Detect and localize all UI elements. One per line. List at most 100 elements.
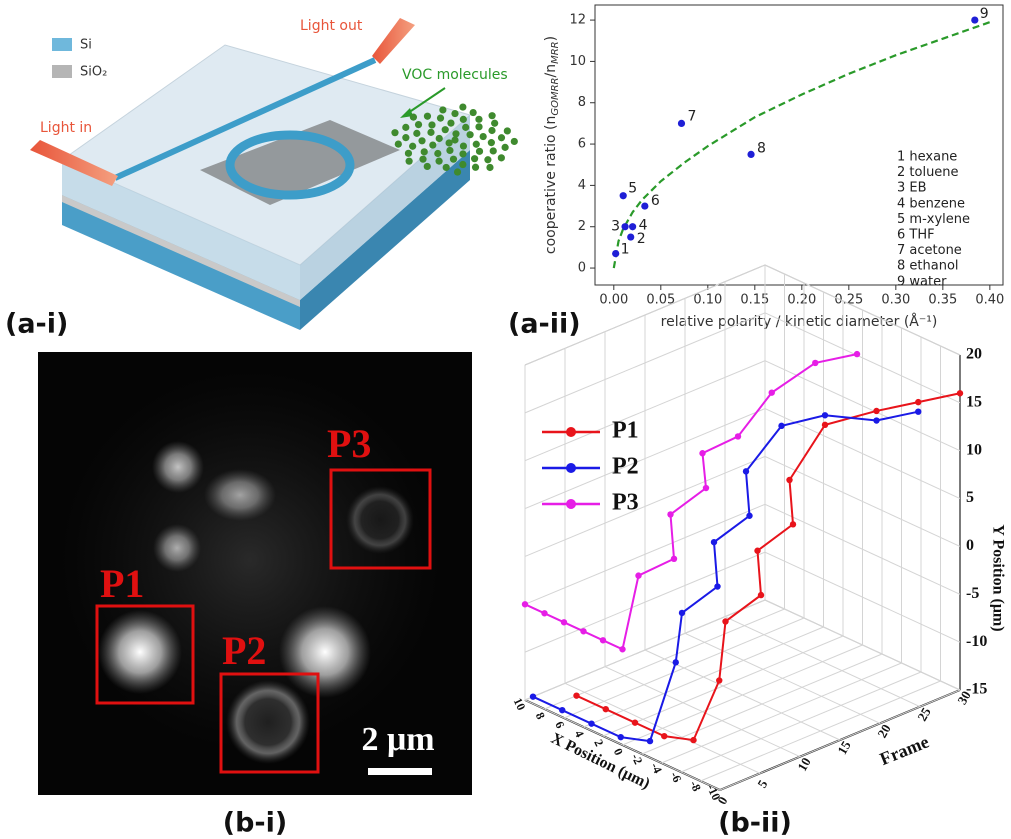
molecule: [439, 106, 447, 114]
scale-bar: [368, 768, 432, 775]
trajectory-point: [678, 609, 686, 617]
grid-line: [544, 608, 785, 710]
molecule: [446, 146, 454, 155]
plot-frame: [594, 4, 1004, 286]
molecule: [459, 103, 467, 111]
x-tick-label: -6: [668, 769, 685, 784]
trajectory-point: [722, 618, 729, 625]
point-label: 2: [637, 231, 646, 247]
trajectory-chart: -15-10-505101520051015202530-10-8-6-4-20…: [511, 264, 1006, 807]
light-out-beam: [372, 18, 415, 64]
molecule: [491, 119, 499, 127]
molecule: [447, 119, 455, 127]
molecule: [404, 149, 413, 157]
z-tick-label: 10: [794, 755, 813, 774]
x-tick-label: 0: [611, 746, 626, 757]
trajectory-point: [786, 476, 793, 484]
grid-line: [680, 671, 922, 773]
cladding-side: [300, 115, 470, 300]
device-illustration: Si SiO₂ Light out Light in VOC molecules: [30, 18, 518, 330]
region-box: [329, 468, 432, 570]
trajectory-point: [559, 706, 566, 714]
x-tick-label: -10: [704, 782, 723, 802]
z-tick-label: 20: [874, 722, 893, 741]
legend-marker: [566, 427, 576, 437]
molecule: [405, 157, 413, 165]
molecule: [479, 132, 487, 141]
trajectory-point: [580, 628, 587, 635]
x-tick-label: 0.35: [928, 293, 957, 308]
trajectory-point: [742, 468, 750, 475]
grid-line: [661, 662, 902, 764]
x-tick-label: 0.30: [881, 293, 910, 308]
particle: [204, 469, 276, 521]
trajectory-point: [710, 538, 718, 546]
light-in-beam: [30, 140, 118, 186]
molecule: [451, 136, 459, 144]
molecule: [402, 134, 410, 142]
y-tick-label: 12: [569, 13, 586, 28]
grid-line: [641, 653, 883, 755]
trajectory-point: [956, 390, 964, 397]
trajectory-point: [617, 733, 624, 741]
z-tick-label: 5: [754, 777, 770, 791]
x-tick-label: 0.05: [646, 293, 675, 308]
grid-line: [700, 680, 941, 782]
molecule: [429, 141, 437, 149]
molecule: [445, 139, 453, 147]
legend-label: 3 EB: [897, 181, 927, 196]
region-box: [95, 604, 195, 705]
panel-label: (a-i): [5, 309, 68, 340]
x-tick-label: -8: [687, 778, 704, 793]
molecule: [418, 137, 426, 145]
legend-label: 2 toluene: [897, 165, 959, 180]
trajectory-point: [661, 732, 668, 740]
molecule: [409, 142, 417, 150]
data-point: [677, 119, 686, 128]
particle: [153, 524, 201, 572]
x-axis-label: relative polarity / kinetic diameter (Å⁻…: [661, 313, 938, 330]
molecule: [409, 113, 418, 121]
trajectory-point: [734, 433, 742, 440]
voc-arrow: [404, 87, 446, 116]
point-label: 9: [980, 6, 989, 22]
molecule: [441, 126, 449, 134]
molecule: [394, 140, 402, 148]
data-point: [971, 16, 979, 24]
legend-label: 7 acetone: [897, 243, 962, 258]
oxide-layer: [62, 195, 300, 307]
legend-label: P1: [612, 418, 639, 444]
data-point: [619, 192, 627, 200]
scale-bar-label: 2 μm: [361, 721, 434, 758]
trajectory-point: [699, 450, 706, 457]
region-label: P3: [327, 421, 371, 466]
molecule: [449, 155, 458, 163]
chip-front: [62, 195, 300, 330]
y-tick-label: 0: [578, 261, 586, 276]
legend-swatch: [52, 38, 72, 51]
data-point: [747, 150, 755, 159]
trajectory-point: [768, 389, 775, 396]
legend-label: 1 hexane: [897, 150, 957, 165]
x-tick-label: 8: [533, 710, 548, 721]
z-tick-label: 30: [954, 688, 973, 707]
voc-arrowhead: [400, 108, 413, 118]
molecule: [489, 147, 497, 155]
y-tick-label: 15: [966, 394, 982, 411]
trajectory-point: [529, 693, 537, 700]
trajectory-point: [812, 359, 819, 367]
trajectory-point: [778, 422, 785, 430]
trajectory-point: [757, 591, 765, 599]
molecule: [497, 134, 506, 142]
molecule: [459, 142, 468, 150]
molecule: [475, 123, 483, 131]
trajectory-point: [573, 692, 580, 699]
y-tick-label: 10: [569, 54, 586, 69]
molecule: [435, 134, 443, 143]
y-tick-label: 20: [966, 346, 982, 363]
molecule: [452, 130, 460, 138]
molecule: [414, 121, 423, 129]
molecule: [488, 126, 496, 135]
molecule: [419, 155, 427, 163]
